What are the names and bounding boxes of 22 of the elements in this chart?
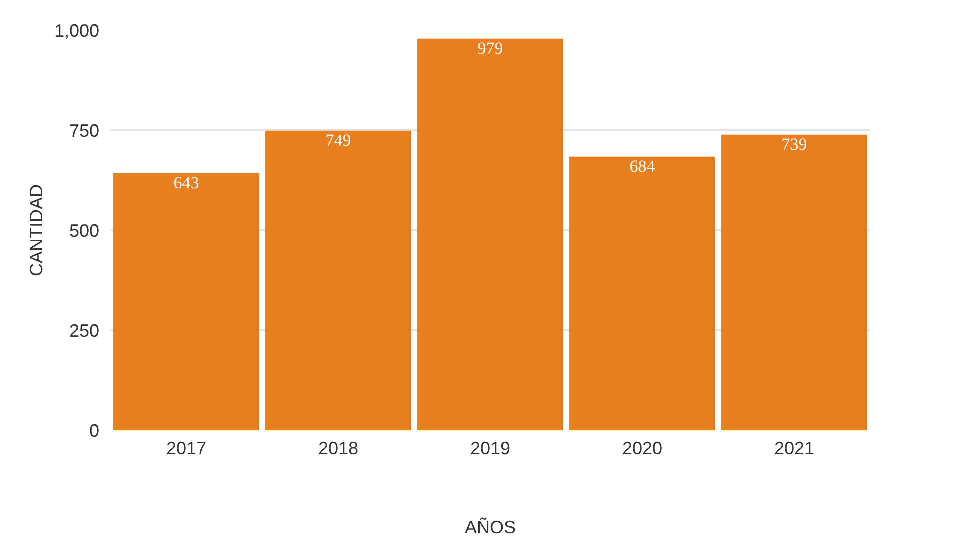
x-tick-label: 2021 xyxy=(774,438,815,458)
bar xyxy=(418,38,564,430)
bar xyxy=(114,173,260,430)
data-label: 739 xyxy=(782,134,808,154)
x-tick-label: 2018 xyxy=(318,438,359,458)
y-tick-label: 250 xyxy=(69,321,100,341)
x-axis-title: AÑOS xyxy=(464,518,516,538)
y-tick-label: 1,000 xyxy=(54,21,100,41)
x-tick-label: 2020 xyxy=(622,438,663,458)
x-tick-label: 2019 xyxy=(470,438,511,458)
data-label: 684 xyxy=(630,156,656,176)
bar xyxy=(266,130,412,430)
bar xyxy=(570,156,716,430)
data-label: 749 xyxy=(326,130,352,150)
bar xyxy=(722,134,868,430)
y-tick-label: 0 xyxy=(89,421,100,441)
y-tick-label: 750 xyxy=(69,121,100,141)
data-label: 643 xyxy=(174,173,200,192)
y-tick-label: 500 xyxy=(69,221,100,241)
y-axis-title: CANTIDAD xyxy=(26,184,46,276)
data-label: 979 xyxy=(478,38,504,58)
x-tick-label: 2017 xyxy=(166,438,207,458)
